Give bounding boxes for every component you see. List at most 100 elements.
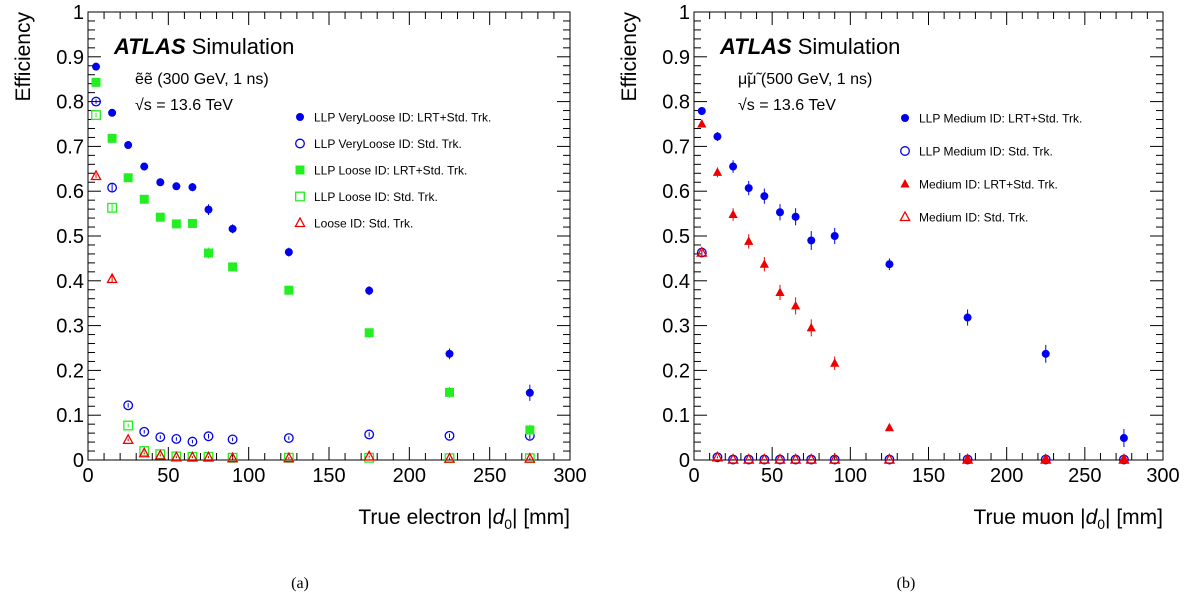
data-point xyxy=(829,453,841,464)
data-point xyxy=(789,453,802,464)
data-point xyxy=(775,208,784,217)
legend-marker xyxy=(900,179,910,188)
data-point xyxy=(107,202,118,213)
data-point xyxy=(140,162,149,171)
data-point xyxy=(1040,453,1052,464)
data-point xyxy=(884,422,895,432)
data-point xyxy=(138,446,150,458)
data-point xyxy=(443,452,456,463)
data-point xyxy=(696,246,708,257)
data-point xyxy=(171,219,181,229)
data-point xyxy=(155,212,165,222)
y-axis-label: Efficiency xyxy=(12,12,35,102)
data-point xyxy=(445,387,454,397)
data-point xyxy=(170,450,183,462)
data-point xyxy=(364,452,375,463)
y-tick-label: 0.8 xyxy=(662,92,690,114)
x-tick-label: 250 xyxy=(473,465,506,487)
data-point xyxy=(525,425,535,435)
data-point xyxy=(204,205,213,214)
legend-label: LLP Loose ID: LRT+Std. Trk. xyxy=(314,164,467,178)
data-point xyxy=(697,107,706,116)
data-point xyxy=(186,450,199,462)
y-tick-label: 0.6 xyxy=(662,181,690,203)
y-tick-label: 0.1 xyxy=(662,405,690,427)
x-tick-label: 0 xyxy=(688,465,699,487)
data-point xyxy=(365,286,374,295)
data-point xyxy=(445,349,454,358)
data-point xyxy=(1118,453,1130,464)
x-tick-label: 250 xyxy=(1068,465,1101,487)
data-point xyxy=(961,453,974,464)
x-axis-label-italic: d xyxy=(1086,506,1099,529)
data-point xyxy=(727,453,739,464)
data-point xyxy=(774,453,786,464)
data-point xyxy=(123,173,133,183)
legend-label: LLP Loose ID: Std. Trk. xyxy=(314,190,438,204)
x-axis-label-italic: d xyxy=(493,506,506,529)
data-point xyxy=(711,450,724,462)
data-point xyxy=(283,433,294,443)
data-point xyxy=(759,259,769,268)
x-axis-label-text: True muon | xyxy=(974,506,1086,529)
data-point xyxy=(188,183,197,192)
y-tick-label: 0.3 xyxy=(56,316,84,338)
y-tick-label: 0.5 xyxy=(56,226,84,248)
data-point xyxy=(202,450,215,462)
x-axis-label-text: True electron | xyxy=(358,506,492,529)
series-0 xyxy=(92,62,534,401)
process-label: μ̃μ̃ (500 GeV, 1 ns) xyxy=(738,71,872,88)
legend-marker xyxy=(296,113,304,121)
y-tick-label: 0.3 xyxy=(662,316,690,338)
series-3 xyxy=(696,246,1130,464)
y-tick-label: 0.4 xyxy=(56,271,84,293)
data-point xyxy=(712,167,723,176)
data-point xyxy=(885,260,894,269)
x-tick-label: 100 xyxy=(834,465,867,487)
data-point xyxy=(728,209,738,218)
data-point xyxy=(92,62,101,71)
data-point xyxy=(830,358,840,367)
data-point xyxy=(123,420,134,431)
legend-marker xyxy=(900,146,910,156)
legend-marker xyxy=(295,191,305,202)
y-tick-label: 0.4 xyxy=(662,271,690,293)
x-axis-label: True muon |d0| [mm] xyxy=(974,506,1164,532)
y-tick-label: 0.5 xyxy=(662,226,690,248)
data-point xyxy=(90,169,102,181)
atlas-label-simulation: Simulation xyxy=(798,34,901,59)
panel-caption: (b) xyxy=(897,575,916,592)
data-point xyxy=(962,454,973,464)
data-point xyxy=(744,236,754,245)
legend-label: LLP VeryLoose ID: LRT+Std. Trk. xyxy=(314,111,491,125)
y-tick-label: 0.7 xyxy=(56,136,84,158)
data-point xyxy=(228,224,237,233)
data-point xyxy=(791,212,800,221)
series-0 xyxy=(697,107,1128,448)
legend-label: Loose ID: Std. Trk. xyxy=(314,217,413,231)
x-tick-label: 300 xyxy=(553,465,586,487)
data-point xyxy=(107,133,117,143)
data-point xyxy=(124,141,133,150)
y-tick-label: 0.9 xyxy=(56,47,84,69)
data-point xyxy=(758,453,771,464)
data-point xyxy=(227,434,238,445)
data-point xyxy=(1041,454,1051,464)
atlas-label: ATLAS Simulation xyxy=(113,34,294,59)
data-point xyxy=(139,446,150,456)
data-point xyxy=(122,433,134,444)
legend-marker xyxy=(294,216,306,228)
data-point xyxy=(156,178,165,187)
y-tick-label: 0.2 xyxy=(56,360,84,382)
data-point xyxy=(444,430,455,441)
x-axis-label-sub: 0 xyxy=(504,516,512,532)
data-point xyxy=(226,451,239,463)
x-tick-label: 200 xyxy=(393,465,426,487)
y-tick-label: 0.6 xyxy=(56,181,84,203)
data-point xyxy=(91,77,101,87)
data-point xyxy=(108,108,117,117)
data-point xyxy=(172,182,181,191)
data-point xyxy=(363,450,375,461)
legend-label: LLP Medium ID: Std. Trk. xyxy=(919,145,1053,159)
data-point xyxy=(1119,434,1128,443)
